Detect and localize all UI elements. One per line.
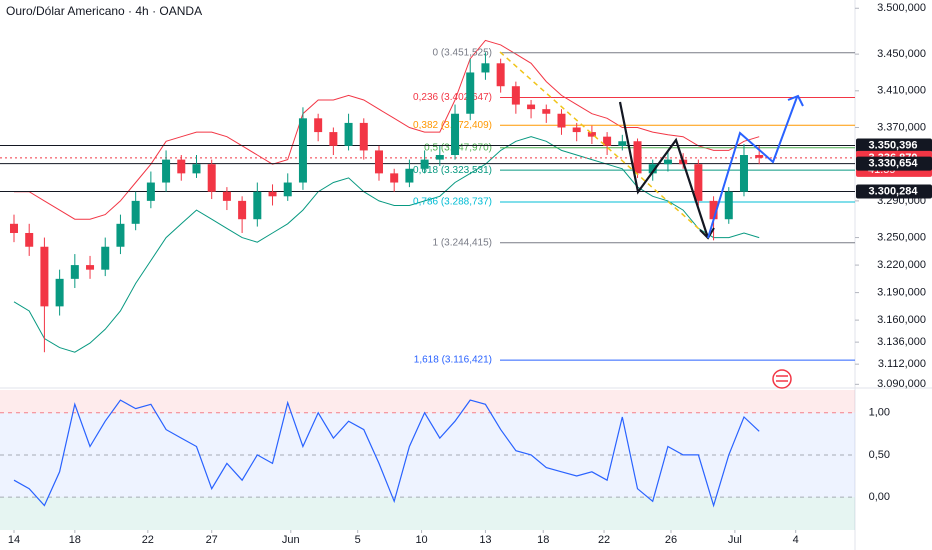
- y-tick-label: 3.410,000: [877, 85, 926, 97]
- candle-body: [496, 63, 505, 87]
- x-tick-label: 4: [793, 534, 799, 546]
- price-tag-label: 3.300,284: [869, 185, 919, 197]
- fib-label: 0,236 (3.402,647): [413, 92, 492, 103]
- x-tick-label: 18: [537, 534, 549, 546]
- candle-body: [709, 200, 718, 220]
- candle-body: [466, 72, 475, 114]
- x-tick-label: 18: [69, 534, 81, 546]
- candle-body: [527, 104, 536, 110]
- band-line: [14, 39, 760, 220]
- candle-body: [86, 265, 95, 270]
- x-tick-label: 14: [8, 534, 20, 546]
- candle-body: [481, 63, 490, 73]
- candle-body: [420, 159, 429, 169]
- candle-body: [390, 173, 399, 183]
- y-tick-label: 3.450,000: [877, 48, 926, 60]
- candle-body: [238, 200, 247, 220]
- candle-body: [298, 118, 307, 183]
- candle-body: [40, 246, 49, 307]
- chart-title: Ouro/Dólar Americano · 4h · OANDA: [6, 4, 202, 18]
- y-tick-label: 1,00: [869, 407, 890, 419]
- y-tick-label: 3.112,000: [878, 358, 926, 370]
- candle-body: [207, 164, 216, 192]
- candle-body: [359, 122, 368, 151]
- y-tick-label: 0,50: [869, 449, 890, 461]
- candle-body: [146, 182, 155, 201]
- y-tick-label: 3.250,000: [877, 231, 926, 243]
- x-tick-label: 22: [598, 534, 610, 546]
- fib-label: 1 (3.244,415): [433, 237, 493, 248]
- x-tick-label: 13: [479, 534, 491, 546]
- candle-body: [694, 164, 703, 201]
- candle-body: [648, 164, 657, 174]
- candle-body: [374, 150, 383, 174]
- candle-body: [55, 278, 64, 307]
- candle-body: [511, 86, 520, 105]
- candle-body: [542, 109, 551, 114]
- price-tag: [856, 156, 932, 171]
- candle-body: [314, 118, 323, 133]
- band-line: [13, 136, 760, 353]
- candle-body: [451, 113, 460, 156]
- candle-body: [70, 265, 79, 279]
- candle-body: [739, 155, 748, 192]
- y-tick-label: 3.370,000: [877, 121, 926, 133]
- x-tick-label: 22: [142, 534, 154, 546]
- candle-body: [283, 182, 292, 197]
- candle-body: [177, 159, 186, 174]
- fib-label: 0,618 (3.323,531): [413, 165, 492, 176]
- oversold-zone: [0, 497, 855, 530]
- candle-body: [222, 191, 231, 201]
- candle-body: [253, 191, 262, 220]
- price-tag-label: 3.330,654: [869, 157, 919, 169]
- price-tag: [856, 184, 932, 199]
- candle-body: [557, 113, 566, 128]
- candle-body: [116, 223, 125, 247]
- candle-body: [268, 191, 277, 197]
- y-tick-label: 3.136,000: [877, 336, 926, 348]
- candle-body: [603, 136, 612, 146]
- candle-body: [618, 141, 627, 146]
- oscillator-line: [13, 399, 760, 508]
- price-tag: [856, 138, 932, 153]
- candle-body: [405, 168, 414, 183]
- x-tick-label: Jun: [282, 534, 300, 546]
- y-tick-label: 3.500,000: [877, 2, 926, 14]
- candle-body: [572, 127, 581, 133]
- candle-body: [9, 223, 18, 233]
- price-tag-label: 3.350,396: [869, 139, 918, 151]
- candle-body: [587, 132, 596, 137]
- candle-body: [435, 155, 444, 160]
- x-tick-label: 26: [665, 534, 677, 546]
- y-tick-label: 0,00: [869, 491, 890, 503]
- y-tick-label: 3.190,000: [877, 287, 926, 299]
- x-tick-label: Jul: [728, 534, 742, 546]
- candle-body: [755, 155, 764, 158]
- fib-label: 0 (3.451,525): [433, 47, 493, 58]
- overbought-zone: [0, 390, 855, 413]
- candle-body: [101, 246, 110, 270]
- candle-body: [25, 232, 34, 247]
- candle-body: [663, 159, 672, 165]
- y-tick-label: 3.220,000: [877, 259, 926, 271]
- x-tick-label: 10: [415, 534, 427, 546]
- candle-body: [679, 159, 688, 165]
- fib-label: 0,786 (3.288,737): [413, 197, 492, 208]
- candle-body: [633, 141, 642, 174]
- candle-body: [131, 200, 140, 224]
- x-tick-label: 27: [206, 534, 218, 546]
- candle-body: [724, 191, 733, 220]
- y-tick-label: 3.160,000: [877, 314, 926, 326]
- x-tick-label: 5: [355, 534, 361, 546]
- fib-label: 1,618 (3.116,421): [414, 355, 492, 366]
- candle-body: [192, 164, 201, 174]
- candle-body: [344, 122, 353, 146]
- y-tick-label: 3.090,000: [877, 378, 926, 390]
- candle-body: [329, 132, 338, 146]
- candle-body: [162, 159, 171, 183]
